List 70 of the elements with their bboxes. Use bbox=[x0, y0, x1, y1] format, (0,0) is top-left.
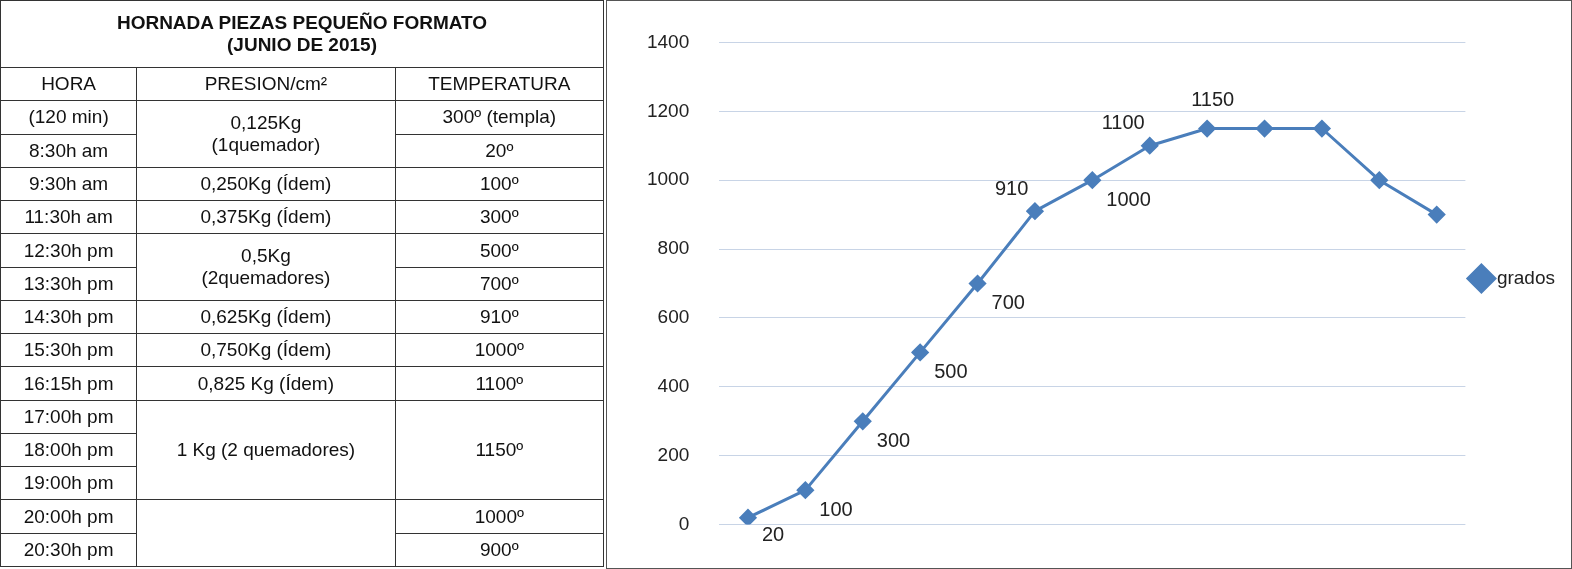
text: 17:00h pm bbox=[0, 400, 137, 434]
point bbox=[796, 481, 814, 499]
text: 1100º bbox=[395, 366, 604, 401]
data-label: 1150 bbox=[1191, 88, 1235, 111]
y-tick-label: 1400 bbox=[646, 30, 690, 52]
text: 13:30h pm bbox=[0, 267, 137, 301]
point bbox=[854, 412, 872, 430]
text: 100º bbox=[395, 167, 604, 201]
point bbox=[1256, 120, 1274, 138]
point bbox=[911, 343, 929, 361]
text: 300º bbox=[395, 200, 604, 234]
y-tick-label: 200 bbox=[657, 443, 690, 465]
text: (120 min) bbox=[0, 100, 137, 135]
text: 14:30h pm bbox=[0, 300, 137, 334]
data-label: 700 bbox=[991, 291, 1025, 314]
data-label: 300 bbox=[876, 428, 911, 451]
text: 18:00h pm bbox=[0, 433, 137, 467]
text: 0,825 Kg (Ídem) bbox=[136, 366, 396, 401]
text: (JUNIO DE 2015) bbox=[227, 34, 377, 55]
text: 9:30h am bbox=[0, 167, 137, 201]
text: 1150º bbox=[395, 400, 604, 500]
y-tick-label: 1200 bbox=[646, 99, 690, 121]
text: 15:30h pm bbox=[0, 333, 137, 367]
text: 20º bbox=[395, 134, 604, 168]
text: 12:30h pm bbox=[0, 233, 137, 268]
point bbox=[1141, 137, 1159, 155]
y-tick-label: 1000 bbox=[646, 168, 690, 190]
text: 1000º bbox=[395, 499, 604, 534]
data-label: 910 bbox=[994, 176, 1029, 199]
text: 0,750Kg (Ídem) bbox=[136, 333, 396, 367]
text: 0,250Kg (Ídem) bbox=[136, 167, 396, 201]
text: 20:00h pm bbox=[0, 499, 137, 534]
text: 1 Kg (2 quemadores) bbox=[136, 400, 396, 500]
point bbox=[1313, 120, 1331, 138]
text: 0,5Kg (2quemadores) bbox=[136, 233, 396, 301]
y-tick-label: 0 bbox=[678, 512, 690, 534]
text: HORA bbox=[0, 67, 137, 101]
y-tick-label: 800 bbox=[657, 237, 690, 259]
point bbox=[969, 275, 987, 292]
text: PRESION/cm² bbox=[136, 67, 396, 101]
text: 0,625Kg (Ídem) bbox=[136, 300, 396, 334]
text: 1000º bbox=[395, 333, 604, 367]
text: 16:15h pm bbox=[0, 366, 137, 401]
text: 8:30h am bbox=[0, 134, 137, 168]
text: 19:00h pm bbox=[0, 466, 137, 500]
y-tick-label: 600 bbox=[657, 306, 690, 328]
text: 910º bbox=[395, 300, 604, 334]
point bbox=[1026, 202, 1044, 220]
data-label: 1000 bbox=[1106, 187, 1151, 210]
point bbox=[739, 509, 757, 525]
point bbox=[1428, 206, 1446, 224]
text: 300º (templa) bbox=[395, 100, 604, 135]
data-label: 100 bbox=[819, 497, 853, 520]
text: HORNADA PIEZAS PEQUEÑO FORMATO bbox=[116, 12, 488, 34]
text: 700º bbox=[395, 267, 604, 301]
data-label: 500 bbox=[934, 359, 968, 382]
legend-label: grados bbox=[1496, 266, 1556, 288]
data-label: 20 bbox=[761, 523, 785, 546]
text: 0,125Kg (1quemador) bbox=[136, 100, 396, 168]
point bbox=[1083, 171, 1101, 189]
text: 900º bbox=[395, 533, 604, 567]
text: 0,375Kg (Ídem) bbox=[136, 200, 396, 234]
text: 11:30h am bbox=[0, 200, 137, 234]
y-tick-label: 400 bbox=[657, 375, 690, 397]
text: TEMPERATURA bbox=[395, 67, 604, 101]
text: 500º bbox=[395, 233, 604, 268]
point bbox=[1370, 171, 1388, 189]
data-label: 1100 bbox=[1101, 111, 1145, 134]
point bbox=[1198, 120, 1216, 138]
text: 20:30h pm bbox=[0, 533, 137, 567]
